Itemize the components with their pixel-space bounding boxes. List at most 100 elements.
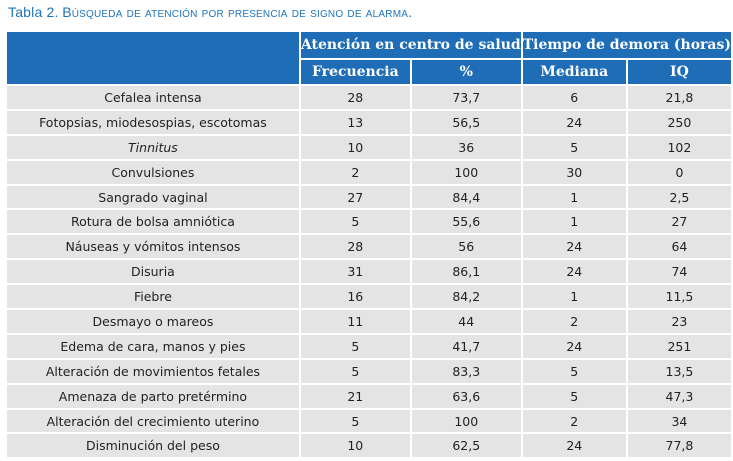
- cell-iq: 21,8: [627, 86, 731, 109]
- cell-median: 30: [522, 160, 626, 184]
- header-group-delay: Tiempo de demora (horas): [522, 32, 731, 58]
- cell-sign: Sangrado vaginal: [7, 185, 299, 209]
- table-row: Rotura de bolsa amniótica 5 55,6 1 27: [7, 210, 731, 234]
- cell-iq: 102: [627, 135, 731, 159]
- table-row: Alteración del crecimiento uterino 5 100…: [7, 409, 731, 433]
- cell-sign: Fiebre: [7, 285, 299, 309]
- table-row: Fotopsias, miodesospias, escotomas 13 56…: [7, 110, 731, 134]
- cell-frequency: 5: [300, 409, 410, 433]
- cell-sign: Náuseas y vómitos intensos: [7, 235, 299, 259]
- cell-percent: 73,7: [411, 86, 521, 109]
- cell-percent: 62,5: [411, 434, 521, 458]
- cell-median: 24: [522, 260, 626, 284]
- cell-frequency: 13: [300, 110, 410, 134]
- cell-sign: Edema de cara, manos y pies: [7, 334, 299, 358]
- cell-sign: Alteración de movimientos fetales: [7, 359, 299, 383]
- table-row: Fiebre 16 84,2 1 11,5: [7, 285, 731, 309]
- cell-percent: 83,3: [411, 359, 521, 383]
- cell-frequency: 28: [300, 86, 410, 109]
- cell-iq: 250: [627, 110, 731, 134]
- cell-median: 1: [522, 210, 626, 234]
- caption-label: Tabla 2.: [8, 4, 59, 20]
- cell-sign: Fotopsias, miodesospias, escotomas: [7, 110, 299, 134]
- cell-median: 5: [522, 359, 626, 383]
- cell-iq: 2,5: [627, 185, 731, 209]
- cell-median: 2: [522, 409, 626, 433]
- cell-percent: 100: [411, 160, 521, 184]
- table-row: Disuria 31 86,1 24 74: [7, 260, 731, 284]
- cell-sign: Convulsiones: [7, 160, 299, 184]
- cell-sign: Rotura de bolsa amniótica: [7, 210, 299, 234]
- alarm-signs-table: Atención en centro de salud Tiempo de de…: [5, 30, 733, 459]
- table-row: Tinnitus 10 36 5 102: [7, 135, 731, 159]
- cell-iq: 11,5: [627, 285, 731, 309]
- cell-sign: Desmayo o mareos: [7, 310, 299, 333]
- header-col-iq: IQ: [627, 60, 731, 84]
- cell-median: 2: [522, 310, 626, 333]
- table-row: Náuseas y vómitos intensos 28 56 24 64: [7, 235, 731, 259]
- cell-median: 5: [522, 384, 626, 408]
- header-col-median: Mediana: [522, 60, 626, 84]
- cell-percent: 36: [411, 135, 521, 159]
- cell-iq: 34: [627, 409, 731, 433]
- cell-percent: 100: [411, 409, 521, 433]
- cell-frequency: 11: [300, 310, 410, 333]
- cell-frequency: 27: [300, 185, 410, 209]
- cell-sign: Alteración del crecimiento uterino: [7, 409, 299, 433]
- cell-sign: Disminución del peso: [7, 434, 299, 458]
- cell-percent: 84,4: [411, 185, 521, 209]
- cell-iq: 77,8: [627, 434, 731, 458]
- cell-iq: 74: [627, 260, 731, 284]
- table-row: Alteración de movimientos fetales 5 83,3…: [7, 359, 731, 383]
- cell-iq: 0: [627, 160, 731, 184]
- cell-frequency: 5: [300, 334, 410, 358]
- table-row: Convulsiones 2 100 30 0: [7, 160, 731, 184]
- caption-title: Búsqueda de atención por presencia de si…: [62, 4, 413, 20]
- cell-median: 1: [522, 285, 626, 309]
- table-row: Cefalea intensa 28 73,7 6 21,8: [7, 86, 731, 109]
- cell-iq: 47,3: [627, 384, 731, 408]
- cell-iq: 64: [627, 235, 731, 259]
- cell-median: 1: [522, 185, 626, 209]
- table-row: Desmayo o mareos 11 44 2 23: [7, 310, 731, 333]
- cell-median: 24: [522, 334, 626, 358]
- header-group-attention: Atención en centro de salud: [300, 32, 521, 58]
- cell-sign: Disuria: [7, 260, 299, 284]
- cell-percent: 56,5: [411, 110, 521, 134]
- cell-sign: Tinnitus: [7, 135, 299, 159]
- cell-percent: 84,2: [411, 285, 521, 309]
- cell-percent: 44: [411, 310, 521, 333]
- cell-frequency: 2: [300, 160, 410, 184]
- cell-frequency: 5: [300, 210, 410, 234]
- table-row: Edema de cara, manos y pies 5 41,7 24 25…: [7, 334, 731, 358]
- cell-percent: 41,7: [411, 334, 521, 358]
- header-col-frequency: Frecuencia: [300, 60, 410, 84]
- cell-frequency: 10: [300, 434, 410, 458]
- cell-frequency: 31: [300, 260, 410, 284]
- header-col-percent: %: [411, 60, 521, 84]
- cell-median: 5: [522, 135, 626, 159]
- cell-frequency: 21: [300, 384, 410, 408]
- cell-median: 6: [522, 86, 626, 109]
- table-row: Amenaza de parto pretérmino 21 63,6 5 47…: [7, 384, 731, 408]
- table-caption: Tabla 2. Búsqueda de atención por presen…: [8, 4, 412, 20]
- header-blank-cell: [7, 32, 299, 84]
- cell-iq: 23: [627, 310, 731, 333]
- cell-percent: 63,6: [411, 384, 521, 408]
- cell-percent: 55,6: [411, 210, 521, 234]
- cell-median: 24: [522, 434, 626, 458]
- cell-median: 24: [522, 110, 626, 134]
- cell-percent: 56: [411, 235, 521, 259]
- cell-frequency: 16: [300, 285, 410, 309]
- table-row: Disminución del peso 10 62,5 24 77,8: [7, 434, 731, 458]
- cell-median: 24: [522, 235, 626, 259]
- cell-percent: 86,1: [411, 260, 521, 284]
- cell-frequency: 5: [300, 359, 410, 383]
- cell-sign: Cefalea intensa: [7, 86, 299, 109]
- cell-iq: 251: [627, 334, 731, 358]
- cell-frequency: 28: [300, 235, 410, 259]
- cell-sign: Amenaza de parto pretérmino: [7, 384, 299, 408]
- cell-iq: 27: [627, 210, 731, 234]
- cell-iq: 13,5: [627, 359, 731, 383]
- cell-frequency: 10: [300, 135, 410, 159]
